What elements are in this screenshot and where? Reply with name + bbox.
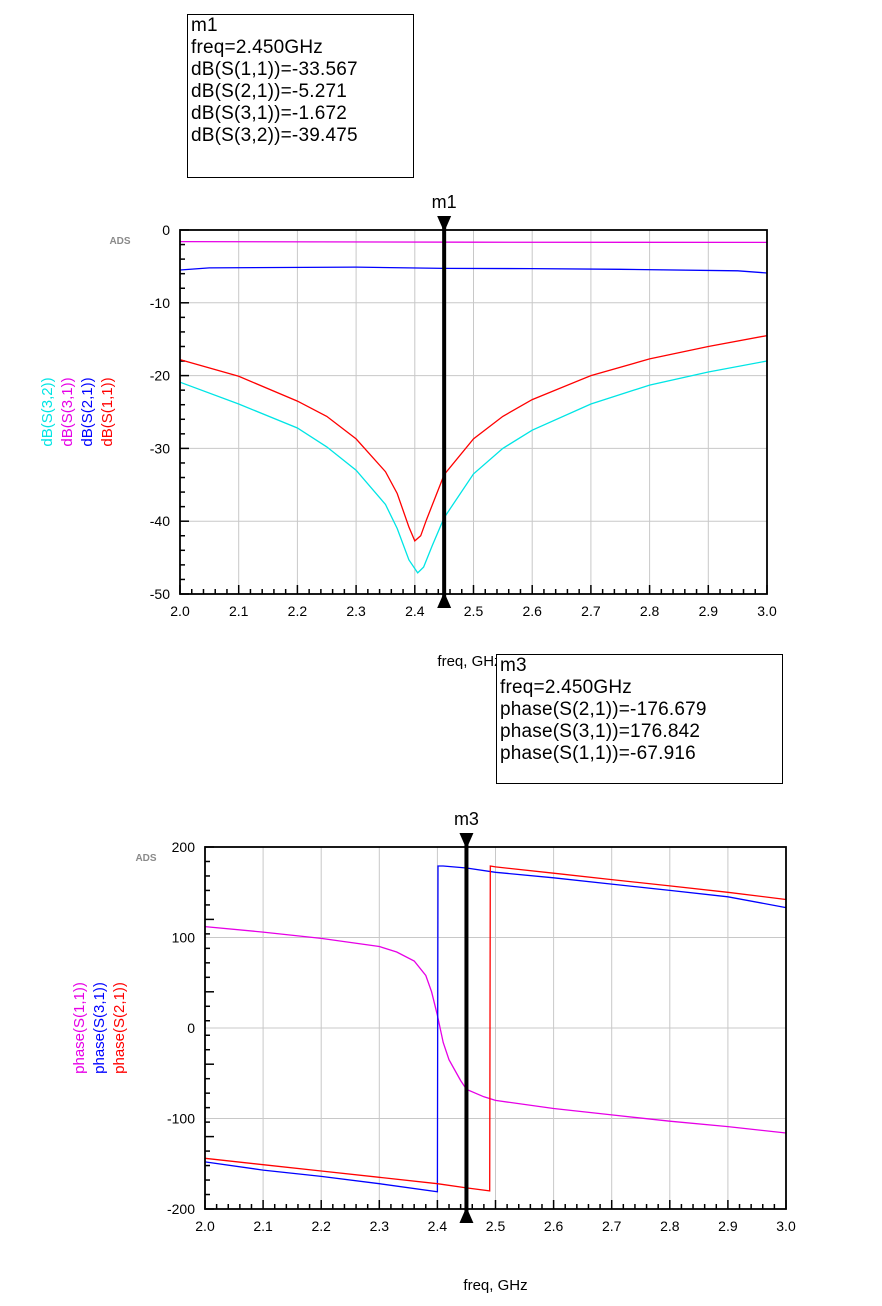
plot-frame (179, 229, 768, 595)
series-line-1 (204, 925, 787, 1134)
series-line-2 (179, 266, 768, 274)
x-tick-label: 2.6 (544, 1218, 564, 1234)
x-axis-label: freq, GHz (463, 1277, 527, 1294)
y-tick-label: 200 (172, 839, 196, 855)
marker-m1-freq: freq=2.450GHz (191, 37, 323, 58)
y-tick-label: 100 (172, 930, 196, 946)
series-line-2 (204, 865, 787, 1193)
x-tick-label: 2.2 (311, 1218, 331, 1234)
x-tick-label: 2.4 (428, 1218, 448, 1234)
x-tick-label: 2.2 (288, 603, 308, 619)
magnitude-chart: 2.0 2.1 2.2 2.3 2.4 2.5 2.6 2.7 2.8 2.9 3.0 0 -10 -20… (39, 192, 777, 670)
marker-m1-s11: dB(S(1,1))=-33.567 (191, 59, 358, 80)
marker-label: m3 (454, 809, 479, 829)
series-line-4 (179, 360, 768, 574)
y-tick-label: -200 (167, 1201, 195, 1217)
series-line-3 (204, 865, 787, 1192)
y-tick-label: -30 (150, 440, 170, 456)
x-tick-label: 3.0 (757, 603, 777, 619)
marker-m3-name: m3 (500, 655, 527, 676)
x-tick-label: 2.8 (640, 603, 660, 619)
y-tick-label: 0 (187, 1020, 195, 1036)
x-tick-label: 2.6 (522, 603, 542, 619)
marker-label: m1 (432, 192, 457, 212)
y-tick-label: -40 (150, 513, 170, 529)
x-tick-label: 2.7 (602, 1218, 622, 1234)
marker-top-triangle (459, 833, 474, 849)
series-line-3 (179, 334, 768, 542)
ads-watermark: ADS (109, 236, 130, 247)
marker-m3-s11: phase(S(1,1))=-67.916 (500, 743, 696, 764)
x-tick-label: 2.8 (660, 1218, 680, 1234)
y-axis-label: dB(S(1,1)) (99, 377, 116, 446)
y-tick-label: -100 (167, 1111, 195, 1127)
x-tick-label: 2.5 (486, 1218, 506, 1234)
x-tick-label: 2.0 (195, 1218, 215, 1234)
y-axis-label: phase(S(1,1)) (71, 982, 88, 1074)
x-tick-label: 2.4 (405, 603, 425, 619)
y-axis-label: phase(S(3,1)) (91, 982, 108, 1074)
marker-m3-s31: phase(S(3,1))=176.842 (500, 721, 701, 742)
marker-m3-freq: freq=2.450GHz (500, 677, 632, 698)
x-tick-label: 2.9 (718, 1218, 738, 1234)
series-line-1 (179, 240, 768, 244)
marker-m1-s32: dB(S(3,2))=-39.475 (191, 125, 358, 146)
marker-m1-readout: m1 freq=2.450GHz dB(S(1,1))=-33.567 dB(S… (187, 14, 414, 178)
marker-bottom-triangle (459, 1207, 474, 1223)
marker-top-triangle (437, 216, 452, 232)
x-axis-label: freq, GHz (437, 653, 501, 670)
phase-chart: 2.0 2.1 2.2 2.3 2.4 2.5 2.6 2.7 2.8 2.9 3.0 200 100 0… (71, 809, 796, 1294)
y-tick-label: 0 (162, 222, 170, 238)
y-axis-label: dB(S(3,2)) (39, 377, 56, 446)
marker-m3-readout: m3 freq=2.450GHz phase(S(2,1))=-176.679 … (496, 654, 783, 784)
ads-watermark: ADS (135, 853, 156, 864)
x-tick-label: 2.1 (229, 603, 249, 619)
y-axis-label: dB(S(2,1)) (79, 377, 96, 446)
marker-m3-s21: phase(S(2,1))=-176.679 (500, 699, 707, 720)
y-axis-label: dB(S(3,1)) (59, 377, 76, 446)
x-tick-label: 2.0 (170, 603, 190, 619)
x-tick-label: 2.9 (699, 603, 719, 619)
marker-m1-s21: dB(S(2,1))=-5.271 (191, 81, 348, 102)
y-tick-label: -10 (150, 295, 170, 311)
plot-frame (204, 846, 787, 1210)
x-tick-label: 2.3 (370, 1218, 390, 1234)
y-tick-label: -20 (150, 368, 170, 384)
y-axis-label: phase(S(2,1)) (111, 982, 128, 1074)
marker-m1-s31: dB(S(3,1))=-1.672 (191, 103, 348, 124)
marker-bottom-triangle (437, 592, 452, 608)
marker-m1-name: m1 (191, 15, 218, 36)
x-tick-label: 2.3 (346, 603, 366, 619)
x-tick-label: 2.5 (464, 603, 484, 619)
x-tick-label: 2.7 (581, 603, 601, 619)
x-tick-label: 2.1 (253, 1218, 273, 1234)
y-tick-label: -50 (150, 586, 170, 602)
x-tick-label: 3.0 (776, 1218, 796, 1234)
